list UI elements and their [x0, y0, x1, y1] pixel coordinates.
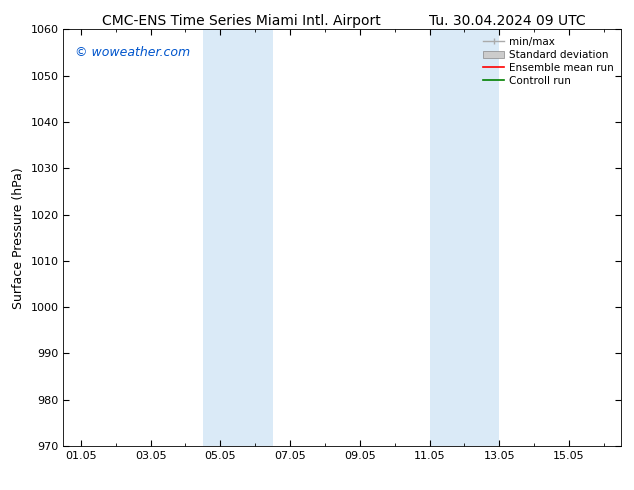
Bar — [429, 29, 500, 446]
Bar — [203, 29, 273, 446]
Y-axis label: Surface Pressure (hPa): Surface Pressure (hPa) — [12, 167, 25, 309]
Text: Tu. 30.04.2024 09 UTC: Tu. 30.04.2024 09 UTC — [429, 14, 586, 28]
Text: CMC-ENS Time Series Miami Intl. Airport: CMC-ENS Time Series Miami Intl. Airport — [101, 14, 380, 28]
Text: © woweather.com: © woweather.com — [75, 46, 190, 59]
Legend: min/max, Standard deviation, Ensemble mean run, Controll run: min/max, Standard deviation, Ensemble me… — [479, 32, 618, 90]
